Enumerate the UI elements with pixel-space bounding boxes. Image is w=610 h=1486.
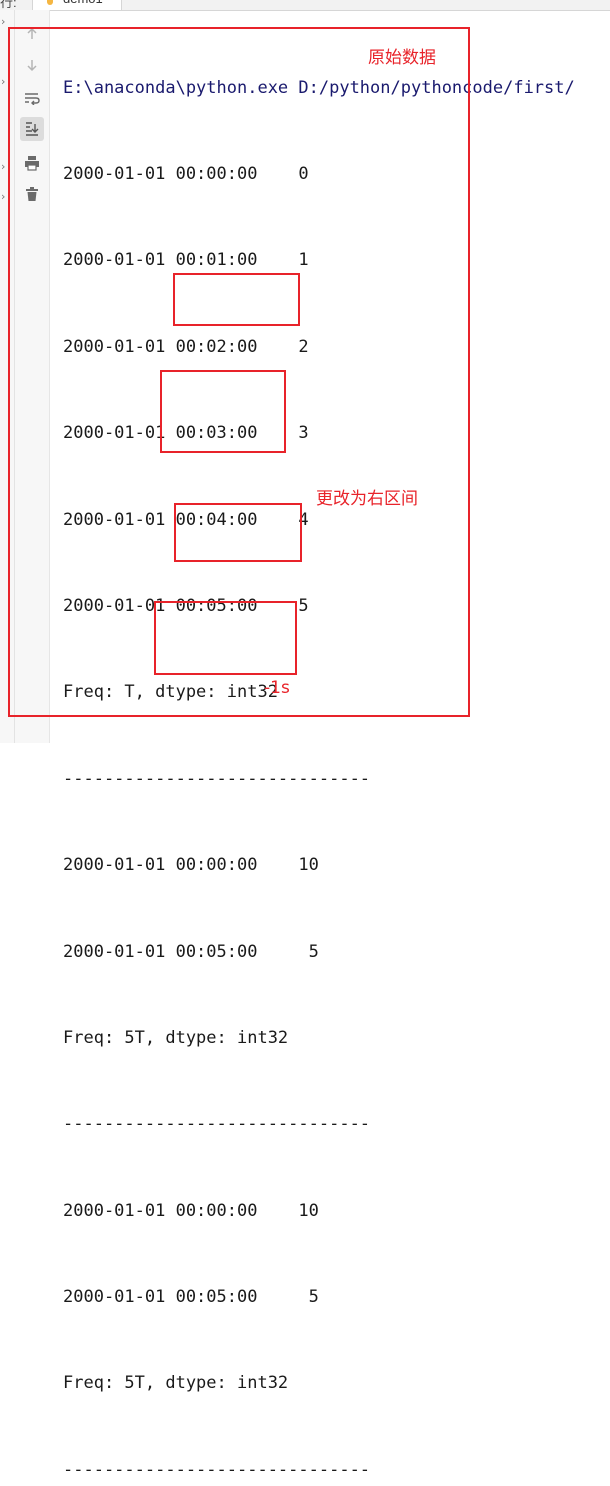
console-line: E:\anaconda\python.exe D:/python/pythonc… xyxy=(63,77,575,98)
print-icon[interactable] xyxy=(20,151,44,175)
console-line: 2000-01-01 00:04:00 4 xyxy=(63,509,309,530)
arrow-up-icon[interactable] xyxy=(20,22,44,46)
console-line: Freq: T, dtype: int32 xyxy=(63,682,278,703)
trash-icon[interactable] xyxy=(20,182,44,206)
soft-wrap-icon[interactable] xyxy=(20,86,44,110)
console-line: Freq: 5T, dtype: int32 xyxy=(63,1027,289,1048)
tab-demo1[interactable]: demo1 xyxy=(32,0,122,10)
editor-tab-bar: 行: demo1 xyxy=(0,0,610,11)
console-line: 2000-01-01 00:00:00 0 xyxy=(63,163,309,184)
console-line: Freq: 5T, dtype: int32 xyxy=(63,1373,289,1394)
console-separator: ------------------------------ xyxy=(63,1459,371,1480)
tab-label: demo1 xyxy=(63,0,103,6)
console-line: 2000-01-01 00:01:00 1 xyxy=(63,250,309,271)
console-line: 2000-01-01 00:02:00 2 xyxy=(63,336,309,357)
console-line: 2000-01-01 00:05:00 5 xyxy=(63,1287,319,1308)
chevron-right-icon[interactable]: › xyxy=(1,190,6,203)
chevron-right-icon[interactable]: › xyxy=(1,160,6,173)
console-line: 2000-01-01 00:03:00 3 xyxy=(63,423,309,444)
left-edge-strip: › › › › xyxy=(0,10,15,743)
scroll-to-end-icon[interactable] xyxy=(20,117,44,141)
console-toolbar xyxy=(15,10,50,743)
console-line: 2000-01-01 00:00:00 10 xyxy=(63,855,319,876)
python-file-icon xyxy=(47,0,53,5)
chevron-right-icon[interactable]: › xyxy=(1,75,6,88)
annotation-original-data: 原始数据 xyxy=(368,48,436,68)
chevron-right-icon[interactable]: › xyxy=(1,15,6,28)
console-line: 2000-01-01 00:05:00 5 xyxy=(63,595,309,616)
console-separator: ------------------------------ xyxy=(63,768,371,789)
arrow-down-icon[interactable] xyxy=(20,53,44,77)
console-output: E:\anaconda\python.exe D:/python/pythonc… xyxy=(63,16,575,1486)
console-line: 2000-01-01 00:00:00 10 xyxy=(63,1200,319,1221)
console-line: 2000-01-01 00:05:00 5 xyxy=(63,941,319,962)
console-separator: ------------------------------ xyxy=(63,1114,371,1135)
annotation-right-interval: 更改为右区间 xyxy=(316,489,418,509)
tab-fragment[interactable]: 行: xyxy=(0,0,17,10)
annotation-minus-one-second: -1s xyxy=(264,678,290,698)
